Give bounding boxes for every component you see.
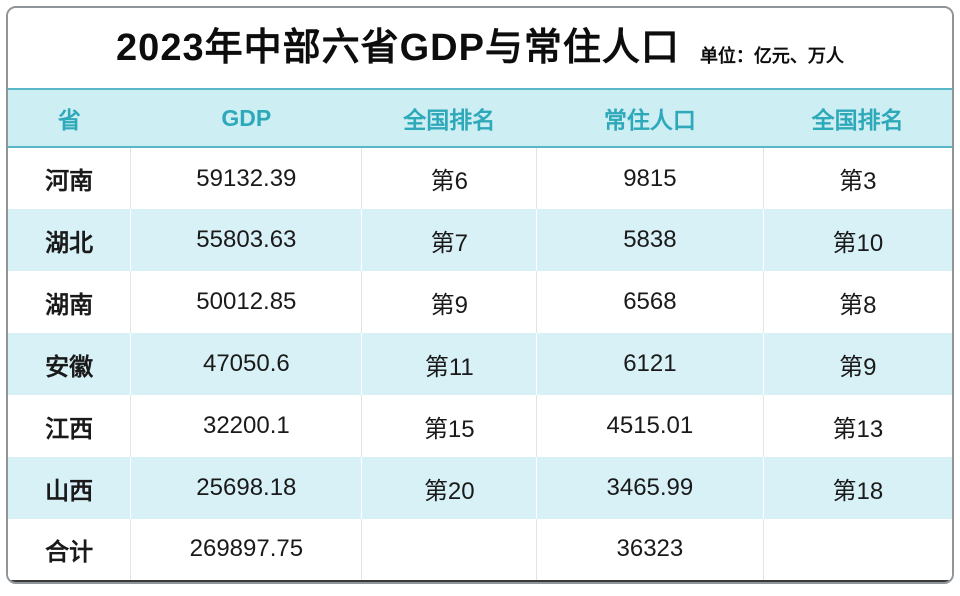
- table-row: 河南 59132.39 第6 9815 第3: [8, 147, 952, 209]
- pop-rank-cell: 第10: [832, 229, 884, 257]
- province-cell: 安徽: [8, 333, 132, 395]
- col-header-gdp: GDP: [130, 88, 362, 148]
- gdp-cell: 269897.75: [130, 519, 363, 582]
- population-cell: 3465.99: [536, 457, 764, 519]
- gdp-cell: 50012.85: [130, 271, 363, 333]
- table-row: 湖北 55803.63 第7 5838 第10: [8, 209, 952, 271]
- gdp-rank-cell: 第9: [361, 271, 538, 333]
- gdp-rank-cell: 第11: [361, 333, 538, 395]
- table-card: 2023年中部六省GDP与常住人口 单位：亿元、万人 省 GDP 全国排名 常住人口全…: [6, 6, 954, 584]
- gdp-cell: 55803.63: [130, 209, 363, 271]
- population-cell: 5838: [536, 209, 764, 271]
- table-body: 河南 59132.39 第6 9815 第3 湖北 55803.63 第7 5838 第10 湖南 5…: [8, 147, 952, 582]
- header-row: 省 GDP 全国排名 常住人口 全国排名: [8, 88, 952, 148]
- pop-rank-cell: 第3: [839, 168, 877, 195]
- unit-note: 单位：亿元、万人: [699, 46, 844, 66]
- province-cell: 山西: [8, 457, 132, 519]
- table-row: 湖南 50012.85 第9 6568 第8: [8, 271, 952, 333]
- gdp-rank-cell: [361, 519, 538, 582]
- province-cell: 湖北: [8, 209, 132, 271]
- table-row: 山西 25698.18 第20 3465.99 第18: [8, 457, 952, 519]
- province-cell: 湖南: [8, 271, 132, 333]
- population-cell: 9815: [536, 147, 764, 209]
- gdp-rank-cell: 第20: [361, 457, 538, 519]
- table-row: 安徽 47050.6 第11 6121 第9: [8, 333, 952, 395]
- gdp-rank-cell: 第6: [361, 147, 538, 209]
- pop-rank-cell: 第9: [839, 353, 877, 381]
- pop-rank-cell: 第18: [832, 477, 884, 505]
- pop-rank-cell: 第8: [839, 291, 877, 319]
- col-header-gdp-rank: 全国排名: [361, 88, 537, 148]
- province-cell: 江西: [8, 395, 132, 457]
- population-cell: 4515.01: [536, 395, 764, 457]
- gdp-cell: 25698.18: [130, 457, 363, 519]
- data-table: 省 GDP 全国排名 常住人口 全国排名 河南 59132.39 第6 9815 第3 湖北 558…: [8, 88, 952, 582]
- gdp-cell: 32200.1: [130, 395, 363, 457]
- col-header-population: 常住人口: [536, 88, 764, 148]
- province-cell: 合计: [8, 519, 132, 582]
- col-header-pop-rank: 全国排名: [763, 88, 952, 148]
- col-header-province: 省: [8, 88, 131, 148]
- population-cell: 6568: [536, 271, 764, 333]
- total-row: 合计 269897.75 36323: [8, 519, 952, 582]
- province-cell: 河南: [8, 147, 132, 209]
- gdp-rank-cell: 第15: [361, 395, 538, 457]
- page-title: 2023年中部六省GDP与常住人口: [116, 27, 680, 69]
- table-row: 江西 32200.1 第15 4515.01 第13: [8, 395, 952, 457]
- pop-rank-cell: [763, 519, 952, 582]
- gdp-cell: 47050.6: [130, 333, 363, 395]
- pop-rank-cell: 第13: [832, 415, 884, 443]
- title-bar: 2023年中部六省GDP与常住人口 单位：亿元、万人: [8, 8, 952, 88]
- population-cell: 6121: [536, 333, 764, 395]
- gdp-rank-cell: 第7: [361, 209, 538, 271]
- gdp-cell: 59132.39: [130, 147, 363, 209]
- population-cell: 36323: [536, 519, 764, 582]
